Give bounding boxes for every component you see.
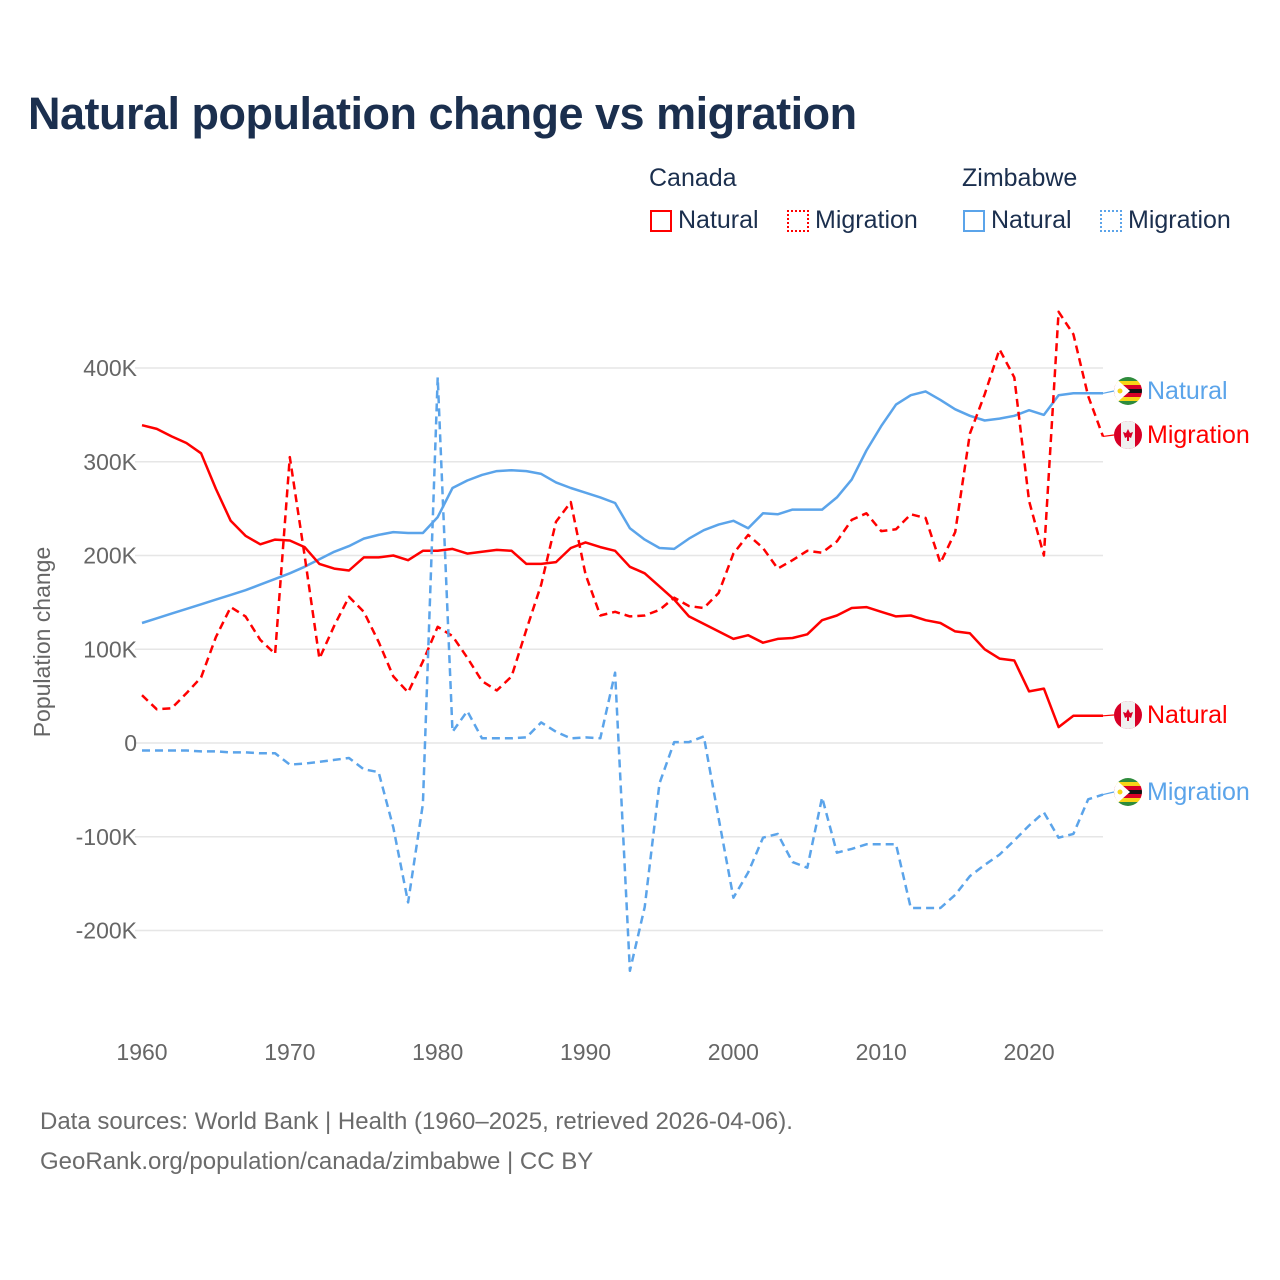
- end-label-canada-migration: Migration: [1102, 421, 1250, 449]
- end-label-text: Natural: [1147, 377, 1228, 405]
- flag-star: [1117, 789, 1123, 795]
- x-tick-label: 2020: [1003, 1039, 1054, 1065]
- flag-stripe: [1114, 397, 1142, 401]
- connector-line: [1102, 434, 1115, 438]
- footer-link[interactable]: GeoRank.org/population/canada/zimbabwe |…: [40, 1148, 594, 1175]
- legend-group-canada: Canada: [649, 164, 737, 192]
- legend-swatch-dotted-icon: [787, 209, 809, 232]
- x-tick-label: 1980: [412, 1039, 463, 1065]
- flag-stripe: [1114, 385, 1142, 389]
- series-line-canada-natural: [141, 423, 1103, 729]
- maple-leaf: [1123, 429, 1133, 441]
- y-axis-label: Population change: [29, 547, 55, 738]
- x-tick-label: 1970: [264, 1039, 315, 1065]
- y-tick-label: 400K: [83, 355, 137, 381]
- flag-stripe: [1114, 802, 1142, 806]
- series-line-canada-migration: [141, 310, 1105, 711]
- legend-item-canada-migration[interactable]: Migration: [787, 206, 918, 235]
- y-tick-label: 300K: [83, 449, 137, 475]
- canada-flag-icon: [1114, 421, 1142, 449]
- connector-line: [1102, 791, 1115, 796]
- flag-stripe: [1114, 782, 1142, 786]
- legend-item-zimbabwe-migration[interactable]: Migration: [1100, 206, 1231, 235]
- footer-sources: Data sources: World Bank | Health (1960–…: [40, 1108, 793, 1135]
- y-tick-label: -100K: [76, 824, 138, 850]
- x-tick-label: 2000: [708, 1039, 759, 1065]
- end-label-text: Natural: [1147, 701, 1228, 729]
- line-chart: 400K 300K 200K 100K 0 -100K -200K 1960 1970 1980…: [29, 310, 1250, 1065]
- y-tick-label: 0: [124, 730, 137, 756]
- legend-label: Natural: [678, 206, 759, 234]
- flag-star: [1117, 388, 1123, 394]
- y-tick-label: 100K: [83, 636, 137, 662]
- zimbabwe-flag-icon: [1114, 778, 1142, 806]
- y-tick-label: -200K: [76, 918, 138, 944]
- x-tick-label: 1960: [116, 1039, 167, 1065]
- legend-swatch-solid-icon: [650, 209, 672, 232]
- end-label-zimbabwe-migration: Migration: [1102, 778, 1250, 806]
- end-label-canada-natural: Natural: [1102, 701, 1228, 729]
- legend-label: Migration: [815, 206, 918, 234]
- legend-swatch-dotted-icon: [1100, 209, 1122, 232]
- canada-flag-icon: [1114, 701, 1142, 729]
- connector-line: [1102, 714, 1115, 717]
- legend-item-zimbabwe-natural[interactable]: Natural: [963, 206, 1072, 235]
- end-label-text: Migration: [1147, 778, 1250, 806]
- connector-line: [1102, 390, 1115, 394]
- legend-label: Natural: [991, 206, 1072, 234]
- legend-item-canada-natural[interactable]: Natural: [650, 206, 759, 235]
- flag-stripe: [1114, 798, 1142, 802]
- maple-leaf: [1123, 709, 1133, 721]
- legend-label: Migration: [1128, 206, 1231, 234]
- series-line-zimbabwe-migration: [142, 376, 1104, 973]
- series-line-zimbabwe-natural: [141, 390, 1103, 625]
- x-tick-label: 1990: [560, 1039, 611, 1065]
- zimbabwe-flag-icon: [1114, 377, 1142, 405]
- y-tick-label: 200K: [83, 543, 137, 569]
- end-label-zimbabwe-natural: Natural: [1102, 377, 1228, 405]
- chart-title: Natural population change vs migration: [28, 88, 857, 139]
- flag-stripe: [1114, 401, 1142, 405]
- flag-stripe: [1114, 794, 1142, 798]
- flag-stripe: [1114, 381, 1142, 385]
- flag-stripe: [1114, 778, 1142, 782]
- flag-stripe: [1114, 377, 1142, 381]
- flag-stripe: [1114, 786, 1142, 790]
- legend-swatch-solid-icon: [963, 209, 985, 232]
- flag-stripe: [1114, 393, 1142, 397]
- end-label-text: Migration: [1147, 421, 1250, 449]
- legend-group-zimbabwe: Zimbabwe: [962, 164, 1078, 192]
- x-tick-label: 2010: [856, 1039, 907, 1065]
